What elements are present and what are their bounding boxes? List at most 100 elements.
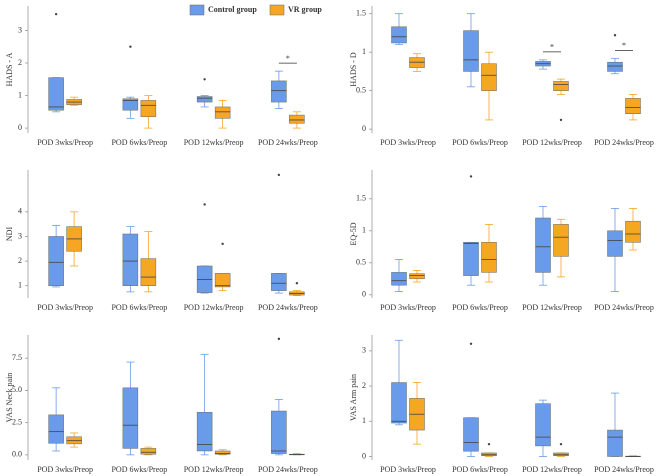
box: [391, 26, 407, 44]
outlier: [487, 442, 491, 446]
x-tick-label: POD 6wks/Preop: [452, 303, 508, 312]
box: [391, 382, 407, 424]
y-axis-label: EQ-5D: [349, 222, 358, 245]
x-tick-label: POD 6wks/Preop: [111, 465, 167, 474]
y-tick-label: 1: [18, 90, 22, 99]
box: [214, 106, 231, 119]
y-axis-label: HADS - D: [349, 52, 358, 86]
significance-label: *: [622, 41, 626, 50]
y-axis-label: HADS - A: [5, 52, 14, 86]
box: [481, 242, 497, 273]
outlier: [277, 173, 281, 177]
box: [140, 258, 157, 286]
y-tick-label: 3: [18, 231, 22, 240]
y-tick-label: 0: [18, 123, 22, 132]
y-tick-label: 0: [362, 124, 366, 133]
outlier: [295, 282, 299, 285]
x-tick-label: POD 3wks/Preop: [380, 138, 436, 147]
y-tick-label: 0: [362, 290, 366, 299]
box: [289, 114, 305, 124]
y-axis-label: NDI: [5, 227, 14, 242]
x-tick-label: POD 12wks/Preop: [522, 465, 582, 474]
x-tick-label: POD 24wks/Preop: [594, 138, 654, 147]
box: [625, 98, 641, 115]
y-tick-label: 2: [362, 381, 366, 390]
box: [48, 236, 64, 286]
box: [48, 414, 64, 444]
box: [122, 387, 139, 449]
x-tick-label: POD 6wks/Preop: [111, 303, 167, 312]
y-tick-label: 0.5: [356, 85, 366, 94]
box: [140, 100, 157, 117]
x-tick-label: POD 6wks/Preop: [452, 138, 508, 147]
y-tick-label: 2: [18, 58, 22, 67]
box: [271, 273, 287, 291]
box: [625, 220, 641, 243]
x-tick-label: POD 3wks/Preop: [37, 138, 93, 147]
significance-label: *: [550, 43, 554, 52]
y-tick-label: 1: [362, 416, 366, 425]
outlier: [559, 118, 563, 122]
box: [553, 81, 569, 91]
box: [607, 230, 623, 257]
x-tick-label: POD 12wks/Preop: [184, 138, 244, 147]
outlier: [54, 12, 58, 16]
x-tick-label: POD 3wks/Preop: [37, 465, 93, 474]
outlier: [559, 442, 563, 446]
outlier: [203, 78, 206, 81]
box: [607, 429, 623, 457]
y-axis-label: VAS Neck pain: [5, 373, 14, 423]
outlier: [129, 45, 132, 48]
x-tick-label: POD 6wks/Preop: [111, 138, 167, 147]
x-tick-label: POD 12wks/Preop: [184, 465, 244, 474]
box: [196, 96, 213, 103]
y-tick-label: 0.0: [12, 450, 22, 459]
y-tick-label: 1: [362, 226, 366, 235]
significance-label: *: [286, 54, 290, 63]
box: [535, 403, 551, 447]
y-tick-label: 1: [18, 281, 22, 290]
y-tick-label: 5.0: [12, 385, 22, 394]
x-tick-label: POD 24wks/Preop: [258, 303, 318, 312]
x-tick-label: POD 12wks/Preop: [522, 138, 582, 147]
box: [122, 98, 139, 111]
box: [140, 448, 157, 455]
y-tick-label: 2.5: [12, 417, 22, 426]
x-tick-label: POD 24wks/Preop: [258, 138, 318, 147]
x-tick-label: POD 24wks/Preop: [594, 303, 654, 312]
y-tick-label: 3: [18, 25, 22, 34]
outlier: [469, 342, 473, 346]
y-tick-label: 2: [18, 256, 22, 265]
y-tick-label: 3: [362, 346, 366, 355]
x-tick-label: POD 3wks/Preop: [380, 465, 436, 474]
x-tick-label: POD 3wks/Preop: [380, 303, 436, 312]
legend-label: Control group: [208, 5, 257, 14]
y-tick-label: 0: [362, 451, 366, 460]
y-tick-label: 1.5: [356, 9, 366, 18]
x-tick-label: POD 12wks/Preop: [184, 303, 244, 312]
legend-swatch: [269, 4, 285, 16]
legend-label: VR group: [288, 5, 322, 14]
box: [391, 272, 407, 286]
box: [463, 30, 479, 72]
box: [48, 77, 64, 111]
box: [122, 233, 139, 286]
box: [214, 450, 231, 455]
box: [409, 273, 425, 280]
box: [463, 417, 479, 452]
outlier: [203, 203, 206, 206]
x-tick-label: POD 6wks/Preop: [452, 465, 508, 474]
box: [214, 273, 231, 288]
box: [535, 217, 551, 273]
y-tick-label: 1.5: [356, 194, 366, 203]
box: [481, 63, 497, 91]
outlier: [469, 175, 473, 178]
y-tick-label: 0.5: [356, 258, 366, 267]
x-tick-label: POD 24wks/Preop: [594, 465, 654, 474]
outlier: [277, 337, 281, 341]
x-tick-label: POD 12wks/Preop: [522, 303, 582, 312]
y-tick-label: 4: [18, 207, 22, 216]
box: [271, 410, 287, 454]
box: [553, 224, 569, 257]
